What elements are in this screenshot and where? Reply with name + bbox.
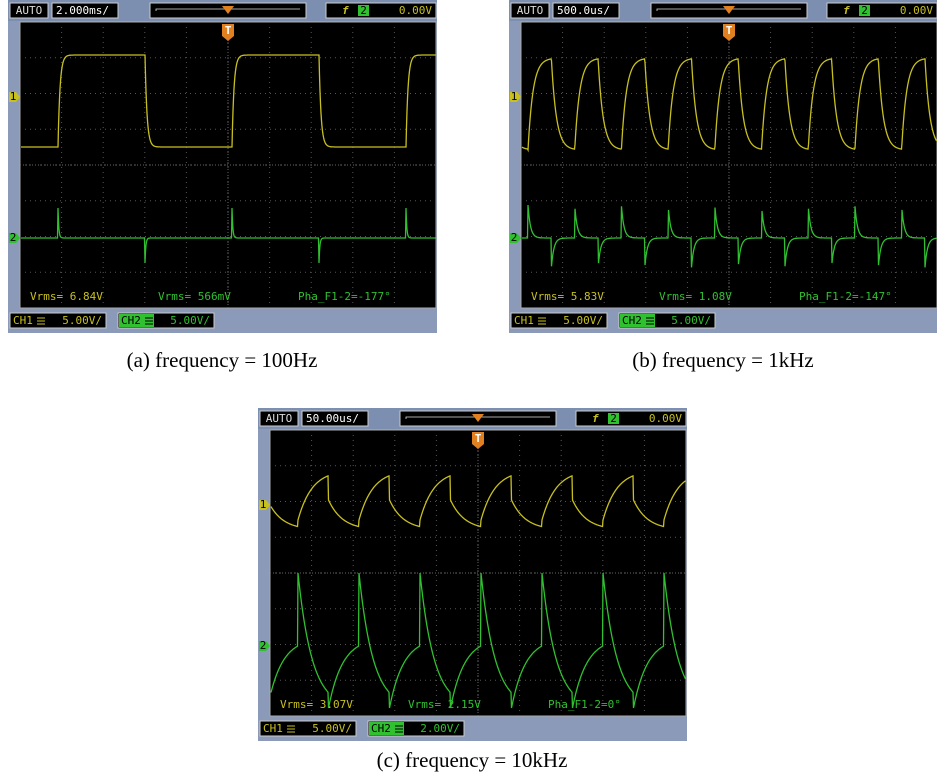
trigger-channel: 2 [861, 4, 868, 17]
mode-label: AUTO [16, 4, 43, 17]
ch2-label: CH2 [121, 314, 141, 327]
ch2-label: CH2 [622, 314, 642, 327]
channel-marker: 1 [10, 90, 17, 103]
measurement: Pha_F1-2=0° [548, 698, 621, 711]
channel-marker: 1 [260, 498, 267, 511]
ch2-scale: 5.00V/ [170, 314, 210, 327]
timebase-label: 50.00us/ [306, 412, 359, 425]
ch2-label: CH2 [371, 722, 391, 735]
measurement: Vrms= 6.84V [30, 290, 103, 303]
channel-marker: 2 [260, 639, 267, 652]
ch1-label: CH1 [514, 314, 534, 327]
measurement: Pha_F1-2=-147° [799, 290, 892, 303]
ch2-scale: 5.00V/ [671, 314, 711, 327]
figure: AUTO2.000ms/f20.00VT12Vrms= 6.84VVrms= 5… [0, 0, 937, 776]
trigger-level: 0.00V [399, 4, 432, 17]
caption: (b) frequency = 1kHz [632, 348, 814, 372]
trigger-level: 0.00V [649, 412, 682, 425]
channel-marker: 2 [10, 231, 17, 244]
ch1-scale: 5.00V/ [563, 314, 603, 327]
trigger-slope: f [843, 4, 850, 17]
trigger-channel: 2 [610, 412, 617, 425]
trigger-marker: T [726, 24, 733, 37]
ch1-scale: 5.00V/ [312, 722, 352, 735]
channel-marker: 1 [511, 90, 518, 103]
trigger-slope: f [342, 4, 349, 17]
timebase-label: 2.000ms/ [56, 4, 109, 17]
caption: (c) frequency = 10kHz [377, 748, 568, 772]
measurement: Vrms= 1.08V [659, 290, 732, 303]
channel-marker: 2 [511, 231, 518, 244]
ch1-label: CH1 [263, 722, 283, 735]
measurement: Vrms= 566mV [158, 290, 231, 303]
ch1-scale: 5.00V/ [62, 314, 102, 327]
trigger-marker: T [225, 24, 232, 37]
caption: (a) frequency = 100Hz [127, 348, 318, 372]
trigger-level: 0.00V [900, 4, 933, 17]
trigger-marker: T [475, 432, 482, 445]
mode-label: AUTO [517, 4, 544, 17]
measurement: Vrms= 3.07V [280, 698, 353, 711]
ch2-scale: 2.00V/ [420, 722, 460, 735]
ch1-label: CH1 [13, 314, 33, 327]
trigger-slope: f [592, 412, 599, 425]
measurement: Vrms= 5.83V [531, 290, 604, 303]
measurement: Pha_F1-2=-177° [298, 290, 391, 303]
measurement: Vrms= 2.15V [408, 698, 481, 711]
mode-label: AUTO [266, 412, 293, 425]
timebase-label: 500.0us/ [557, 4, 610, 17]
trigger-channel: 2 [360, 4, 367, 17]
